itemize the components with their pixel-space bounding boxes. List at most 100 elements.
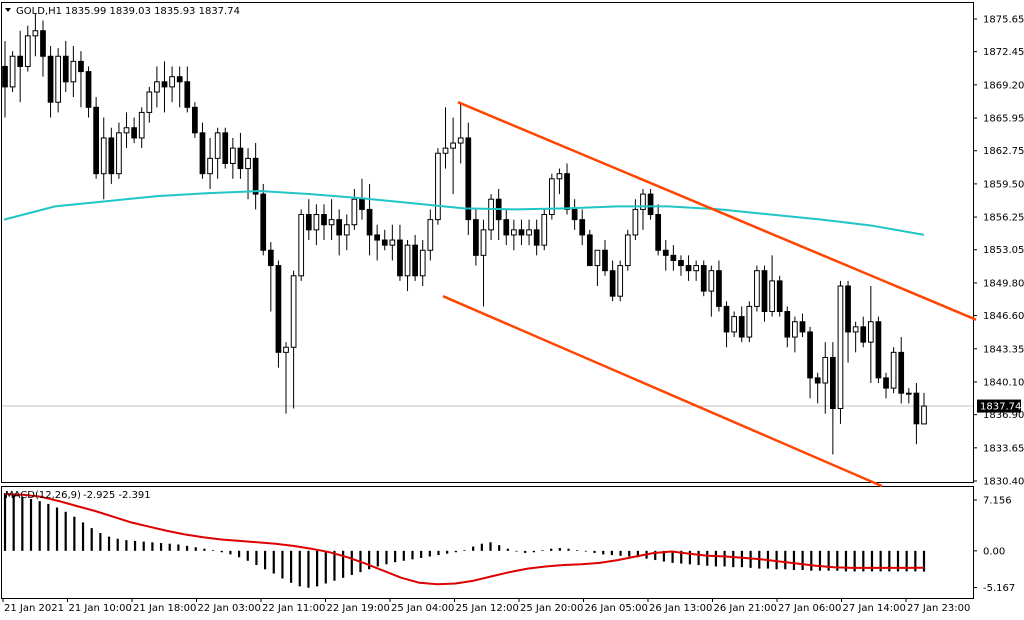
price-tick-label: 1833.65 [983,443,1024,454]
bear-candle [177,77,182,82]
price-tick-label: 1865.95 [983,114,1024,125]
symbol-label: GOLD,H1 [16,6,62,17]
bear-candle [360,199,365,209]
bull-candle [25,36,30,67]
macd-axis: 7.1560.00-5.167 [973,495,1015,594]
bull-candle [436,153,441,219]
price-tick-label: 1846.60 [983,311,1024,322]
bull-candle [390,240,395,245]
bull-candle [481,230,486,256]
bear-candle [876,322,881,378]
price-tick-label: 1853.05 [983,245,1024,256]
time-tick-label: 25 Jan 12:00 [456,603,519,614]
price-tick-label: 1869.20 [983,80,1024,91]
time-tick-label: 27 Jan 06:00 [778,603,841,614]
bear-candle [808,332,813,378]
time-tick-label: 25 Jan 20:00 [520,603,583,614]
bull-candle [489,199,494,230]
bull-candle [557,174,562,179]
bull-candle [314,215,319,230]
bull-candle [542,215,547,246]
bull-candle [709,271,714,291]
bear-candle [474,220,479,256]
bear-candle [79,61,84,71]
bear-candle [580,220,585,235]
bull-candle [208,158,213,173]
bear-candle [162,82,167,87]
time-tick-label: 26 Jan 21:00 [714,603,777,614]
bear-candle [41,31,46,57]
price-panel[interactable] [2,3,974,483]
time-tick-label: 21 Jan 18:00 [133,603,196,614]
bull-candle [10,56,15,87]
bull-candle [139,112,144,138]
bear-candle [18,56,23,66]
bear-candle [413,245,418,276]
bull-candle [101,138,106,174]
bear-candle [63,56,68,82]
bear-candle [899,352,904,393]
time-tick-label: 26 Jan 05:00 [585,603,648,614]
bull-candle [215,133,220,159]
bear-candle [238,148,243,168]
time-tick-label: 22 Jan 19:00 [327,603,390,614]
bear-candle [679,260,684,265]
time-tick-label: 21 Jan 2021 [4,603,64,614]
bull-candle [618,266,623,297]
price-tick-label: 1840.10 [983,377,1024,388]
bull-candle [755,271,760,307]
bear-candle [565,174,570,210]
bear-candle [815,378,820,383]
bear-candle [671,255,676,260]
time-tick-label: 21 Jan 10:00 [69,603,132,614]
bull-candle [428,220,433,251]
bear-candle [48,56,53,102]
bear-candle [268,250,273,265]
bear-candle [785,312,790,338]
bull-candle [246,158,251,168]
bear-candle [656,215,661,251]
current-price-label: 1837.74 [980,402,1021,413]
bull-candle [922,406,927,424]
bull-candle [747,306,752,337]
bull-candle [420,250,425,276]
bull-candle [117,133,122,174]
bear-candle [914,393,919,424]
bear-candle [831,357,836,408]
bull-candle [793,322,798,337]
price-tick-label: 1849.80 [983,278,1024,289]
bear-candle [648,194,653,214]
bear-candle [800,322,805,332]
time-tick-label: 27 Jan 23:00 [907,603,970,614]
bull-candle [284,347,289,352]
time-axis: 21 Jan 2021 21 Jan 10:00 21 Jan 18:00 22 Ja… [3,598,970,614]
time-tick-label: 26 Jan 13:00 [649,603,712,614]
bear-candle [534,230,539,245]
bear-candle [276,266,281,353]
bull-candle [458,138,463,143]
time-tick-label: 27 Jan 14:00 [843,603,906,614]
bull-candle [633,209,638,235]
price-axis: 1875.65 1872.45 1869.20 1865.95 1862.75 1859.… [973,15,1024,488]
bear-candle [861,327,866,342]
bear-candle [109,138,114,174]
bear-candle [777,281,782,312]
price-tick-label: 1875.65 [983,15,1024,26]
macd-panel[interactable] [2,487,974,599]
bull-candle [124,128,129,133]
bear-candle [762,271,767,312]
bull-candle [352,199,357,225]
bull-candle [230,148,235,163]
bear-candle [504,220,509,235]
macd-name-label: MACD(12,26,9) [5,490,81,501]
bull-candle [853,327,858,332]
ohlc-label: 1835.99 1839.03 1835.93 1837.74 [65,6,240,17]
bear-candle [846,286,851,332]
time-tick-label: 25 Jan 04:00 [391,603,454,614]
bull-candle [891,352,896,388]
bear-candle [132,128,137,138]
macd-values-label: -2.925 -2.391 [83,490,151,501]
bear-candle [724,306,729,332]
bear-candle [200,133,205,174]
